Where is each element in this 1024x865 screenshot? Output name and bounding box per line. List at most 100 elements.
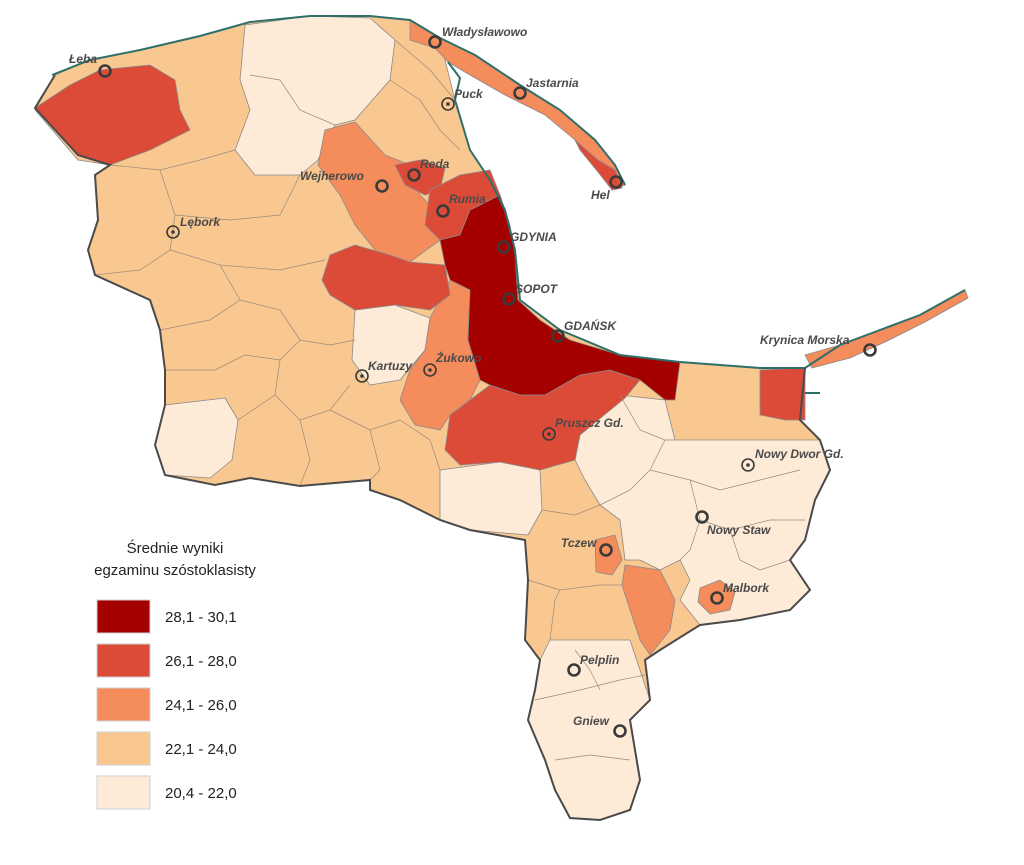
town-zukowo: Żukowo (423, 350, 481, 377)
town-nowystaw: Nowy Staw (695, 510, 771, 537)
town-label-zukowo: Żukowo (435, 350, 481, 365)
legend: Średnie wyniki egzaminu szóstoklasisty 2… (94, 539, 256, 810)
town-marker-icon (542, 427, 556, 441)
town-marker-icon (428, 35, 442, 49)
town-marker-icon (502, 292, 516, 306)
town-marker-icon (423, 363, 437, 377)
town-label-rumia: Rumia (449, 192, 486, 206)
town-label-lebork: Lębork (180, 215, 221, 229)
legend-swatch (96, 731, 151, 766)
town-marker-icon (166, 225, 180, 239)
town-marker-icon (567, 663, 581, 677)
regions (34, 15, 831, 821)
town-krynica: Krynica Morska (760, 333, 877, 357)
town-marker-dot (360, 374, 364, 378)
region-orange-wejherowo (317, 121, 441, 271)
town-label-pruszcz: Pruszcz Gd. (555, 416, 624, 430)
town-rumia: Rumia (436, 192, 486, 218)
town-marker-icon (513, 86, 527, 100)
town-malbork: Malbork (710, 581, 770, 605)
legend-swatch (96, 687, 151, 722)
legend-item: 22,1 - 24,0 (96, 731, 237, 766)
town-pelplin: Pelplin (567, 653, 619, 677)
legend-label: 22,1 - 24,0 (165, 741, 237, 758)
commune-boundaries (94, 39, 805, 761)
town-marker-icon (710, 591, 724, 605)
legend-title-line1: Średnie wyniki (127, 539, 224, 557)
town-marker-icon (441, 97, 455, 111)
legend-item: 28,1 - 30,1 (96, 599, 237, 634)
legend-label: 24,1 - 26,0 (165, 697, 237, 714)
legend-item: 20,4 - 22,0 (96, 775, 237, 810)
town-hel: Hel (591, 175, 623, 202)
town-label-jastarnia: Jastarnia (526, 76, 579, 90)
town-label-wladyslawowo: Władysławowo (442, 25, 527, 39)
town-pruszcz: Pruszcz Gd. (542, 416, 624, 441)
town-marker-icon (497, 240, 511, 254)
legend-item: 24,1 - 26,0 (96, 687, 237, 722)
town-reda: Reda (407, 157, 450, 182)
town-wejherowo: Wejherowo (300, 169, 389, 193)
town-gdynia: GDYNIA (497, 230, 557, 254)
region-darkred-trojmiasto (439, 194, 681, 401)
town-label-kartuzy: Kartuzy (368, 359, 413, 373)
town-label-hel: Hel (591, 188, 610, 202)
town-marker-dot (746, 463, 750, 467)
legend-label: 26,1 - 28,0 (165, 653, 237, 670)
town-marker-dot (428, 368, 432, 372)
region-light-kartuzy (351, 304, 431, 386)
town-label-gdynia: GDYNIA (510, 230, 557, 244)
town-label-pelplin: Pelplin (580, 653, 619, 667)
town-marker-icon (407, 168, 421, 182)
hel-tip (574, 139, 623, 191)
town-marker-icon (863, 343, 877, 357)
town-label-leba: Łeba (68, 52, 97, 66)
region-red-krynica (759, 367, 806, 421)
town-gdansk: GDAŃSK (551, 318, 617, 343)
town-sopot: SOPOT (502, 282, 559, 306)
region-orange-malbork (697, 579, 736, 615)
town-label-gniew: Gniew (573, 714, 610, 728)
towns-layer: Łeba Władysławowo Jastarnia Puck Hel Reda Wejh… (68, 25, 877, 738)
town-marker-icon (355, 369, 369, 383)
town-marker-dot (547, 432, 551, 436)
town-marker-icon (375, 179, 389, 193)
town-nowydwor: Nowy Dwor Gd. (741, 447, 844, 472)
town-wladyslawowo: Władysławowo (428, 25, 527, 49)
legend-item: 26,1 - 28,0 (96, 643, 237, 678)
town-marker-icon (609, 175, 623, 189)
legend-swatch (96, 599, 151, 634)
legend-swatch (96, 643, 151, 678)
coastline-north (51, 15, 626, 186)
town-label-sopot: SOPOT (515, 282, 559, 296)
region-red-wejherowo-mid (321, 244, 451, 311)
town-marker-icon (98, 64, 112, 78)
town-label-wejherowo: Wejherowo (300, 169, 364, 183)
town-marker-dot (171, 230, 175, 234)
town-puck: Puck (441, 87, 484, 111)
town-marker-dot (446, 102, 450, 106)
town-label-tczew: Tczew (561, 536, 597, 550)
town-marker-icon (551, 329, 565, 343)
town-marker-icon (741, 458, 755, 472)
town-label-puck: Puck (454, 87, 484, 101)
town-leba: Łeba (68, 52, 112, 78)
town-marker-icon (436, 204, 450, 218)
town-lebork: Lębork (166, 215, 221, 239)
town-label-gdansk: GDAŃSK (564, 318, 617, 333)
legend-swatch (96, 775, 151, 810)
town-label-nowydwor: Nowy Dwor Gd. (755, 447, 844, 461)
legend-label: 20,4 - 22,0 (165, 785, 237, 802)
legend-items: 28,1 - 30,1 26,1 - 28,0 24,1 - 26,0 22,1 - … (96, 599, 237, 810)
legend-title-line2: egzaminu szóstoklasisty (94, 562, 256, 579)
town-marker-icon (613, 724, 627, 738)
town-label-krynica: Krynica Morska (760, 333, 850, 347)
town-gniew: Gniew (573, 714, 627, 738)
town-marker-icon (599, 543, 613, 557)
town-tczew: Tczew (561, 536, 613, 557)
land-border (33, 74, 832, 822)
town-label-reda: Reda (420, 157, 450, 171)
town-label-nowystaw: Nowy Staw (707, 523, 771, 537)
